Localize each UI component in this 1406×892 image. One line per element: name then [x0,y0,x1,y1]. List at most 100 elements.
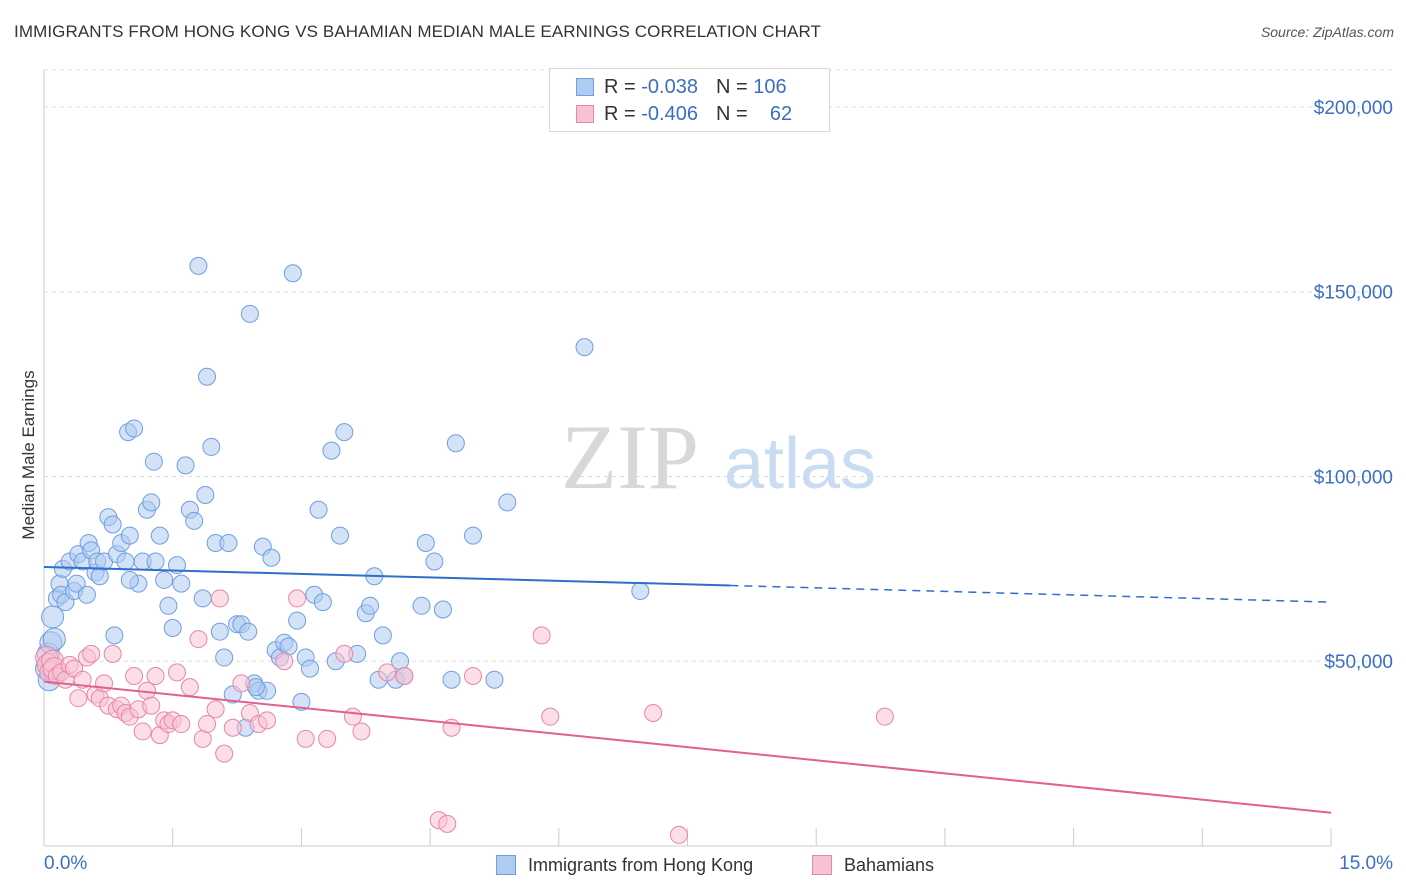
hong-kong-point [202,437,221,456]
legend-row-bahamians: R = -0.406 N = 62 [576,102,792,126]
hong-kong-point [215,648,234,667]
hong-kong-point [631,582,650,601]
hong-kong-point [167,556,186,575]
bahamian-point [206,700,225,719]
hong-kong-point [176,456,195,475]
axes [43,70,1332,847]
legend-swatch-blue [576,78,594,96]
hong-kong-point [361,596,380,615]
hong-kong-point [116,552,135,571]
hong-kong-point [498,493,517,512]
hong-kong-point [300,659,319,678]
hong-kong-point [283,264,302,283]
hong-kong-point [322,441,341,460]
hong-kong-point [288,611,307,630]
bahamian-point [73,670,92,689]
bahamian-trend-line [43,680,1332,814]
hong-kong-point [67,574,86,593]
hong-kong-trend-line [43,566,731,587]
bahamian-point [378,663,397,682]
hong-kong-point [144,452,163,471]
bahamian-point [288,589,307,608]
bahamian-point [335,644,354,663]
hong-kong-point [575,338,594,357]
bahamian-point [464,667,482,686]
legend-n-value: 62 [769,102,793,125]
x-tick-label: 0.0% [44,853,87,874]
hong-kong-point [146,552,165,571]
hong-kong-point [442,670,461,689]
bahamian-point [343,707,362,726]
hong-kong-point [219,533,238,552]
bahamian-point [167,663,186,682]
legend-n-label: N = [715,75,748,98]
hong-kong-point [150,526,169,545]
bahamian-point [189,630,208,649]
bahamian-point [210,589,229,608]
hong-kong-point [309,500,328,519]
hong-kong-point [292,692,311,711]
bahamian-point [69,689,88,708]
x-tick-label: 15.0% [1339,853,1393,874]
watermark-atlas: atlas [724,424,876,504]
hong-kong-point [196,485,215,504]
bahamian-point [541,707,560,726]
y-tick-label: $100,000 [1314,467,1393,488]
hong-kong-point [159,596,178,615]
hong-kong-point [163,618,182,637]
bahamian-point [438,814,457,833]
hong-kong-point [373,626,392,645]
hong-kong-point [142,493,161,512]
hong-kong-point [193,589,212,608]
bahamian-point [352,722,371,741]
y-tick-label: $200,000 [1314,98,1393,119]
bahamian-point [146,667,165,686]
hong-kong-point [189,256,208,275]
legend-r-value: -0.038 [641,75,698,98]
bahamian-point [142,696,161,715]
bahamian-point [318,729,337,748]
bahamian-point [125,667,144,686]
hong-kong-point [172,574,191,593]
bahamian-point [103,644,122,663]
hong-kong-point [262,548,281,567]
bahamian-point [223,718,242,737]
bahamian-point [258,711,277,730]
y-axis-label: Median Male Earnings [19,370,38,539]
bahamian-point [644,703,663,722]
bottom-legend-label: Immigrants from Hong Kong [528,854,754,875]
bahamian-point [875,707,894,726]
watermark: ZIP atlas [561,406,876,508]
tick-labels: $50,000 $100,000 $150,000 $200,000 0.0% 15.0% [44,98,1393,874]
bahamian-point [215,744,234,763]
hong-kong-point [412,596,431,615]
bahamian-point [296,729,315,748]
y-tick-label: $150,000 [1314,283,1393,304]
bahamian-point [95,674,114,693]
legend-n-label: N = [715,102,748,125]
hong-kong-point [77,585,96,604]
hong-kong-point [313,593,332,612]
legend-row-hong-kong: R = -0.038 N = 106 [576,75,787,99]
bahamian-point [172,715,191,734]
bahamian-point [133,722,152,741]
hong-kong-point [120,526,139,545]
bottom-legend-bahamians[interactable]: Bahamians [812,853,934,877]
bottom-legend-swatch-pink [812,855,832,875]
bahamian-point [180,678,199,697]
hong-kong-point [125,419,144,438]
legend-r-value: -0.406 [641,102,698,125]
bottom-legend-hong-kong[interactable]: Immigrants from Hong Kong [496,853,753,877]
hong-kong-point [198,367,217,386]
hong-kong-point [446,434,465,453]
bahamian-point [532,626,551,645]
hong-kong-point [103,515,122,534]
bahamian-point [275,652,294,671]
hong-kong-point [105,626,124,645]
hong-kong-point [464,526,482,545]
bottom-legend-swatch-blue [496,855,516,875]
source-label: Source: ZipAtlas.com [1260,24,1394,40]
legend-swatch-pink [576,105,594,123]
hong-kong-point [185,511,204,530]
